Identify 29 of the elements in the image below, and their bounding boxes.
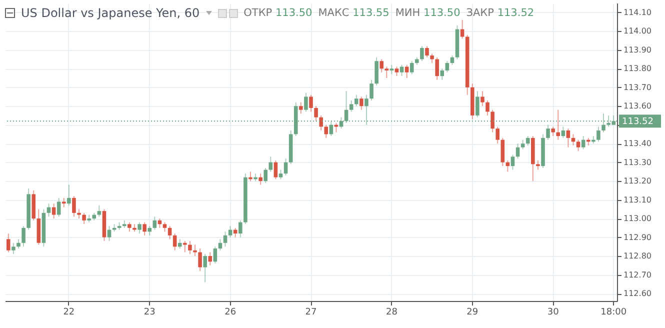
y-tick-label: 112.90 — [624, 232, 652, 242]
y-tick-label: 112.70 — [624, 270, 652, 280]
x-tick-label: 23 — [144, 308, 156, 318]
y-tick-label: 112.80 — [624, 252, 652, 261]
ref-line-label: 113.52 — [622, 117, 654, 128]
x-tick-label: 30 — [547, 308, 560, 318]
x-tick-label: 26 — [224, 308, 236, 318]
x-tick-label: 28 — [386, 308, 398, 318]
y-tick-label: 114.00 — [624, 26, 652, 36]
y-tick-label: 113.80 — [624, 64, 652, 74]
y-tick-label: 113.60 — [624, 102, 652, 111]
annotation: ОТКР 113.50 — [244, 7, 312, 19]
y-tick-label: 114.10 — [624, 8, 652, 17]
x-tick-label: 18:00 — [600, 308, 627, 318]
annotation: ЗАКР 113.52 — [466, 7, 534, 19]
annotation: МИН 113.50 — [395, 7, 460, 19]
y-tick-label: 113.30 — [624, 158, 652, 167]
annotation: МАКС 113.55 — [318, 7, 390, 19]
chart-title: US Dollar vs Japanese Yen, 60 — [21, 6, 200, 20]
y-tick-label: 113.70 — [624, 82, 652, 92]
x-tick-label: 29 — [466, 308, 478, 318]
y-tick-label: 113.40 — [624, 139, 652, 148]
x-tick-label: 22 — [63, 308, 75, 318]
y-tick-label: 113.20 — [624, 176, 652, 186]
x-tick-label: 27 — [305, 308, 317, 318]
y-tick-label: 112.60 — [624, 289, 652, 298]
y-tick-label: 113.00 — [624, 214, 652, 224]
y-tick-label: 113.90 — [624, 45, 652, 54]
y-tick-label: 113.10 — [624, 195, 652, 204]
